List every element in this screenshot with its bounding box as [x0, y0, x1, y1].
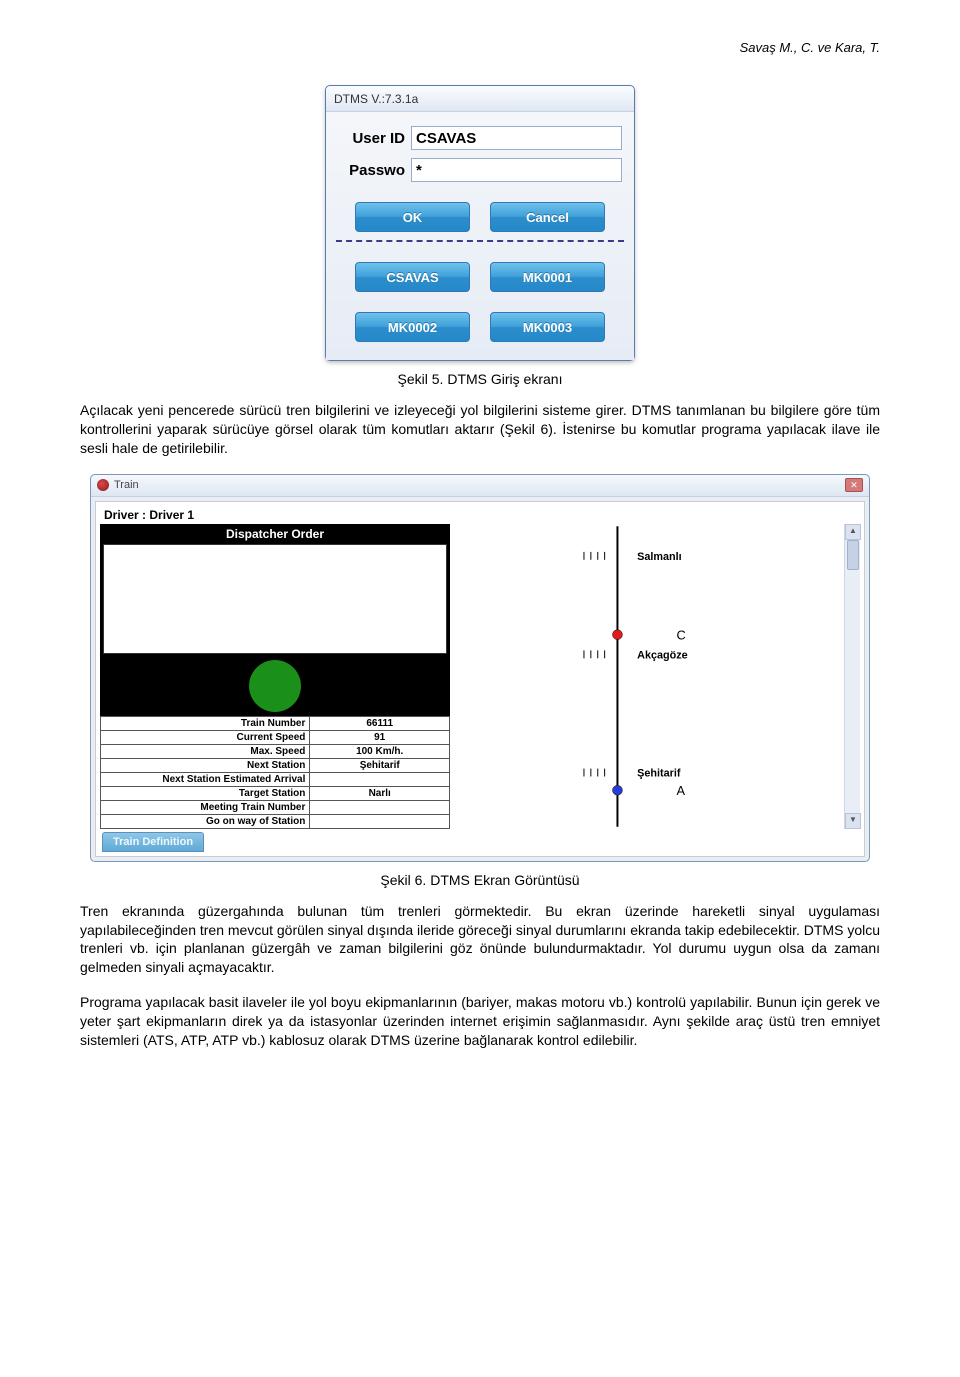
quick-user-button[interactable]: MK0002 [355, 312, 470, 342]
password-label: Passwo [338, 162, 411, 179]
login-title: DTMS V.:7.3.1a [334, 92, 418, 106]
paragraph-2: Tren ekranında güzergahında bulunan tüm … [80, 902, 880, 978]
info-label: Meeting Train Number [101, 800, 310, 814]
table-row: Next Station Estimated Arrival [101, 772, 450, 786]
svg-text:Şehitarif: Şehitarif [637, 767, 681, 779]
info-value [310, 772, 450, 786]
user-row: User ID [338, 126, 622, 150]
password-row: Passwo [338, 158, 622, 182]
user-id-label: User ID [338, 130, 411, 147]
scroll-thumb[interactable] [847, 540, 859, 570]
info-value [310, 814, 450, 828]
primary-button-row: OK Cancel [338, 202, 622, 232]
info-label: Target Station [101, 786, 310, 800]
info-value: 100 Km/h. [310, 744, 450, 758]
quick-row-1: CSAVAS MK0001 [338, 262, 622, 292]
train-info-table: Train Number66111Current Speed91Max. Spe… [100, 716, 450, 829]
table-row: Max. Speed100 Km/h. [101, 744, 450, 758]
login-dialog: DTMS V.:7.3.1a User ID Passwo OK Cancel … [325, 85, 635, 361]
info-label: Next Station [101, 758, 310, 772]
login-divider [336, 240, 624, 242]
login-body: User ID Passwo OK Cancel CSAVAS MK0001 M… [326, 112, 634, 360]
close-icon[interactable]: ✕ [845, 478, 863, 492]
table-row: Next StationŞehitarif [101, 758, 450, 772]
page-header: Savaş M., C. ve Kara, T. [80, 40, 880, 55]
table-row: Current Speed91 [101, 730, 450, 744]
svg-text:Salmanlı: Salmanlı [637, 550, 682, 562]
info-value: 91 [310, 730, 450, 744]
login-titlebar: DTMS V.:7.3.1a [326, 86, 634, 112]
track-map: Salmanlı Akçagöze Şehitarif C A [450, 524, 844, 829]
user-id-input[interactable] [411, 126, 622, 150]
scrollbar[interactable]: ▲ ▼ [844, 524, 860, 829]
cancel-button[interactable]: Cancel [490, 202, 605, 232]
info-label: Go on way of Station [101, 814, 310, 828]
info-label: Max. Speed [101, 744, 310, 758]
scroll-down-icon[interactable]: ▼ [845, 813, 861, 829]
table-row: Go on way of Station [101, 814, 450, 828]
info-value: Şehitarif [310, 758, 450, 772]
train-title: Train [114, 479, 139, 491]
info-value: Narlı [310, 786, 450, 800]
figure5-caption: Şekil 5. DTMS Giriş ekranı [80, 371, 880, 387]
svg-text:Akçagöze: Akçagöze [637, 649, 688, 661]
left-panel: Dispatcher Order Train Number66111Curren… [100, 524, 450, 829]
info-value: 66111 [310, 716, 450, 730]
signal-row [100, 657, 450, 716]
driver-label: Driver : Driver 1 [100, 506, 860, 524]
train-window-wrap: Train ✕ Driver : Driver 1 Dispatcher Ord… [80, 474, 880, 862]
train-main: Dispatcher Order Train Number66111Curren… [100, 524, 860, 829]
figure6-caption: Şekil 6. DTMS Ekran Görüntüsü [80, 872, 880, 888]
login-dialog-wrap: DTMS V.:7.3.1a User ID Passwo OK Cancel … [80, 85, 880, 361]
info-value [310, 800, 450, 814]
train-icon [97, 479, 109, 491]
scroll-up-icon[interactable]: ▲ [845, 524, 861, 540]
paragraph-3: Programa yapılacak basit ilaveler ile yo… [80, 993, 880, 1050]
svg-text:A: A [677, 783, 686, 798]
track-svg: Salmanlı Akçagöze Şehitarif C A [450, 524, 844, 829]
train-titlebar: Train ✕ [91, 475, 869, 497]
dispatcher-orders-box [103, 544, 447, 654]
table-row: Train Number66111 [101, 716, 450, 730]
paragraph-1: Açılacak yeni pencerede sürücü tren bilg… [80, 401, 880, 458]
train-window: Train ✕ Driver : Driver 1 Dispatcher Ord… [90, 474, 870, 862]
table-row: Target StationNarlı [101, 786, 450, 800]
info-label: Train Number [101, 716, 310, 730]
dispatcher-header: Dispatcher Order [100, 524, 450, 544]
quick-user-button[interactable]: CSAVAS [355, 262, 470, 292]
svg-text:C: C [677, 627, 686, 642]
quick-user-button[interactable]: MK0003 [490, 312, 605, 342]
info-label: Current Speed [101, 730, 310, 744]
ok-button[interactable]: OK [355, 202, 470, 232]
password-input[interactable] [411, 158, 622, 182]
quick-row-2: MK0002 MK0003 [338, 312, 622, 342]
train-definition-tab[interactable]: Train Definition [102, 832, 204, 852]
info-label: Next Station Estimated Arrival [101, 772, 310, 786]
signal-green-icon [249, 660, 301, 712]
quick-user-button[interactable]: MK0001 [490, 262, 605, 292]
table-row: Meeting Train Number [101, 800, 450, 814]
train-body: Driver : Driver 1 Dispatcher Order Train… [95, 501, 865, 857]
